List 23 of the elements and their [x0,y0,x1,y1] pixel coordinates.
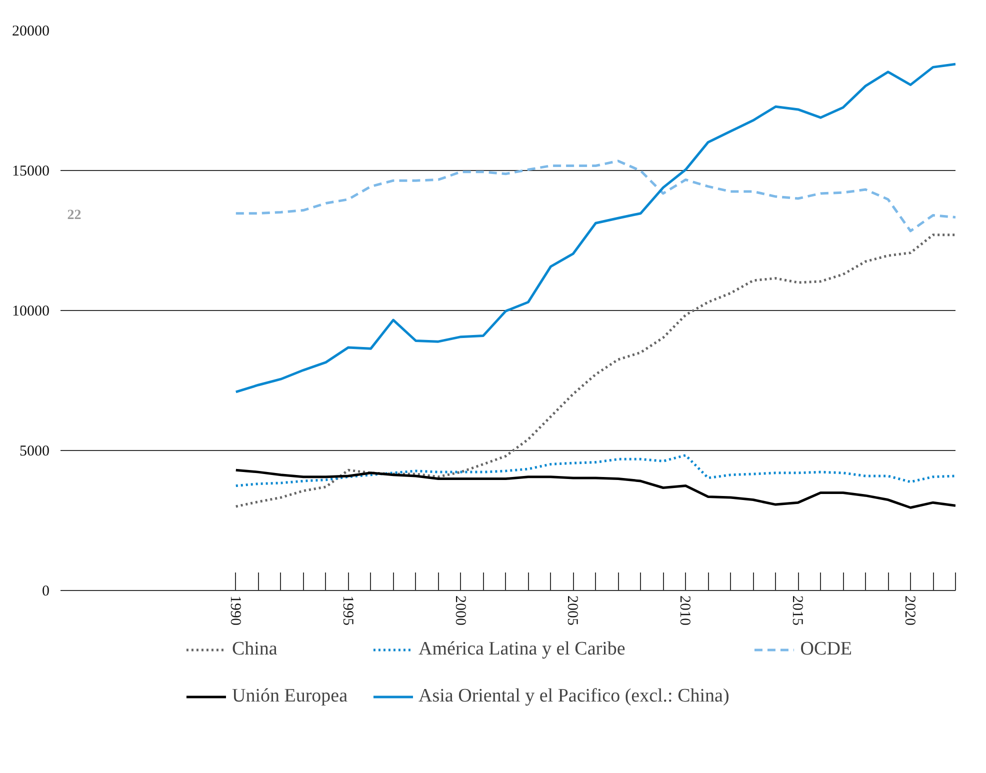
x-tick-label: 2000 [452,596,468,626]
y-tick-label: 10000 [12,304,50,320]
line-series [234,234,956,508]
legend-label: OCDE [800,638,852,660]
legend-label: Asia Oriental y el Pacifico (excl.: China) [418,686,730,708]
annotation: 22 [67,208,82,224]
y-tick-label: 0 [42,584,50,600]
line-series [234,468,956,509]
x-tick-label: 2015 [789,596,806,626]
line-series [234,454,956,488]
line-series [234,62,956,394]
y-tick-label: 15000 [12,164,50,180]
legend-label: China [232,638,278,660]
y-tick-label: 20000 [12,24,50,40]
x-tick-label: 2005 [564,596,580,626]
x-tick-label: 1995 [339,596,356,626]
x-tick-label: 2020 [902,596,918,626]
line-series [234,160,956,232]
legend-label: América Latina y el Caribe [418,638,626,660]
y-tick-label: 5000 [20,444,50,460]
x-tick-label: 1990 [226,596,243,626]
x-tick-label: 2010 [676,596,693,626]
legend-label: Unión Europea [232,686,348,708]
